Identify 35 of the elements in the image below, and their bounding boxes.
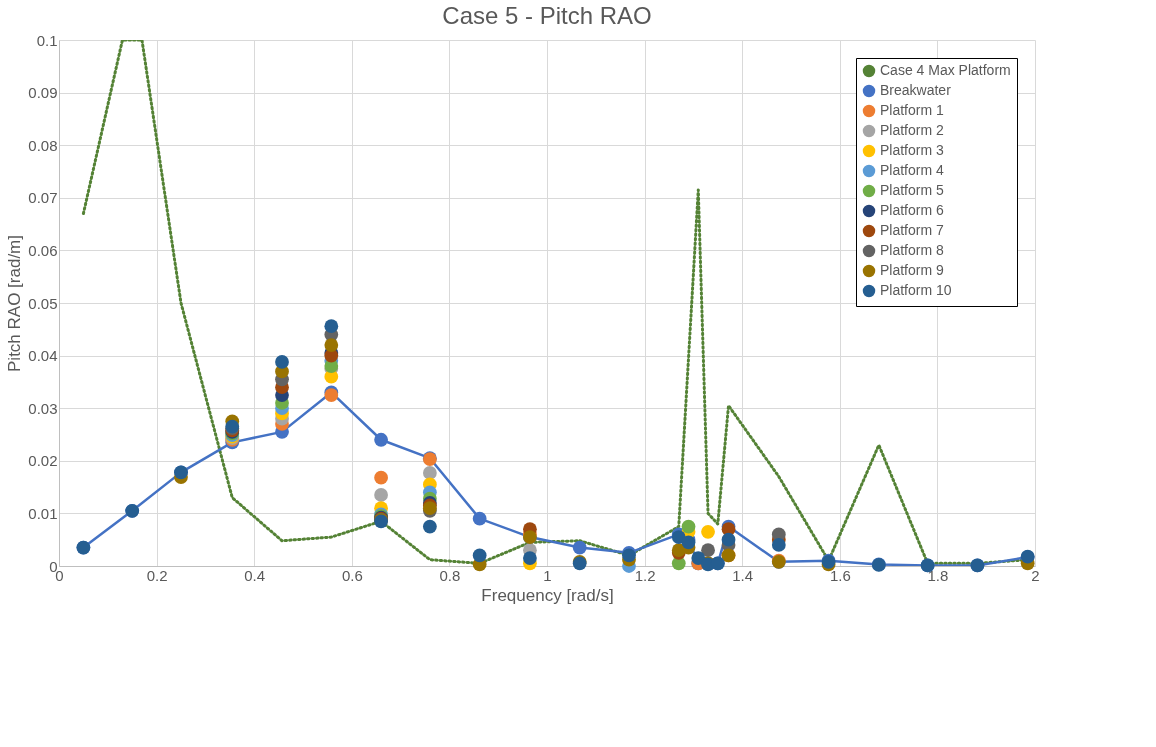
legend-label: Platform 2 xyxy=(880,122,945,138)
y-tick-label: 0.08 xyxy=(28,136,58,154)
x-tick-label: 0.4 xyxy=(244,566,266,584)
legend-label: Breakwater xyxy=(880,82,952,98)
x-tick-label: 1.8 xyxy=(927,566,949,584)
y-axis-title: Pitch RAO [rad/m] xyxy=(5,235,25,372)
x-tick-label: 1.6 xyxy=(829,566,851,584)
x-tick-label: 2 xyxy=(1031,566,1040,584)
y-tick-label: 0.07 xyxy=(28,189,58,207)
y-tick-label: 0.01 xyxy=(28,504,58,522)
legend-label: Platform 10 xyxy=(880,282,952,298)
legend-label: Platform 4 xyxy=(880,162,945,178)
y-tick-label: 0.04 xyxy=(28,347,58,365)
x-tick-label: 1.2 xyxy=(634,566,656,584)
y-tick-label: 0.09 xyxy=(28,84,58,102)
x-tick-label: 0.6 xyxy=(341,566,363,584)
legend-label: Platform 8 xyxy=(880,242,945,258)
legend-label: Platform 3 xyxy=(880,142,945,158)
legend-label: Platform 7 xyxy=(880,222,945,238)
x-tick-label: 1 xyxy=(543,566,552,584)
y-tick-label: 0.05 xyxy=(28,294,58,312)
y-tick-label: 0.06 xyxy=(28,241,58,259)
chart-title: Case 5 - Pitch RAO xyxy=(442,2,652,29)
x-tick-label: 1.4 xyxy=(732,566,754,584)
y-tick-label: 0.1 xyxy=(36,31,58,49)
legend-label: Platform 9 xyxy=(880,262,945,278)
legend-label: Platform 5 xyxy=(880,182,945,198)
y-tick-label: 0.03 xyxy=(28,399,58,417)
y-tick-label: 0.02 xyxy=(28,452,58,470)
x-tick-label: 0.2 xyxy=(146,566,168,584)
legend-label: Platform 1 xyxy=(880,102,945,118)
legend-label: Case 4 Max Platform xyxy=(880,62,1011,78)
x-tick-label: 0.8 xyxy=(439,566,461,584)
x-axis-title: Frequency [rad/s] xyxy=(481,585,614,605)
legend-label: Platform 6 xyxy=(880,202,945,218)
